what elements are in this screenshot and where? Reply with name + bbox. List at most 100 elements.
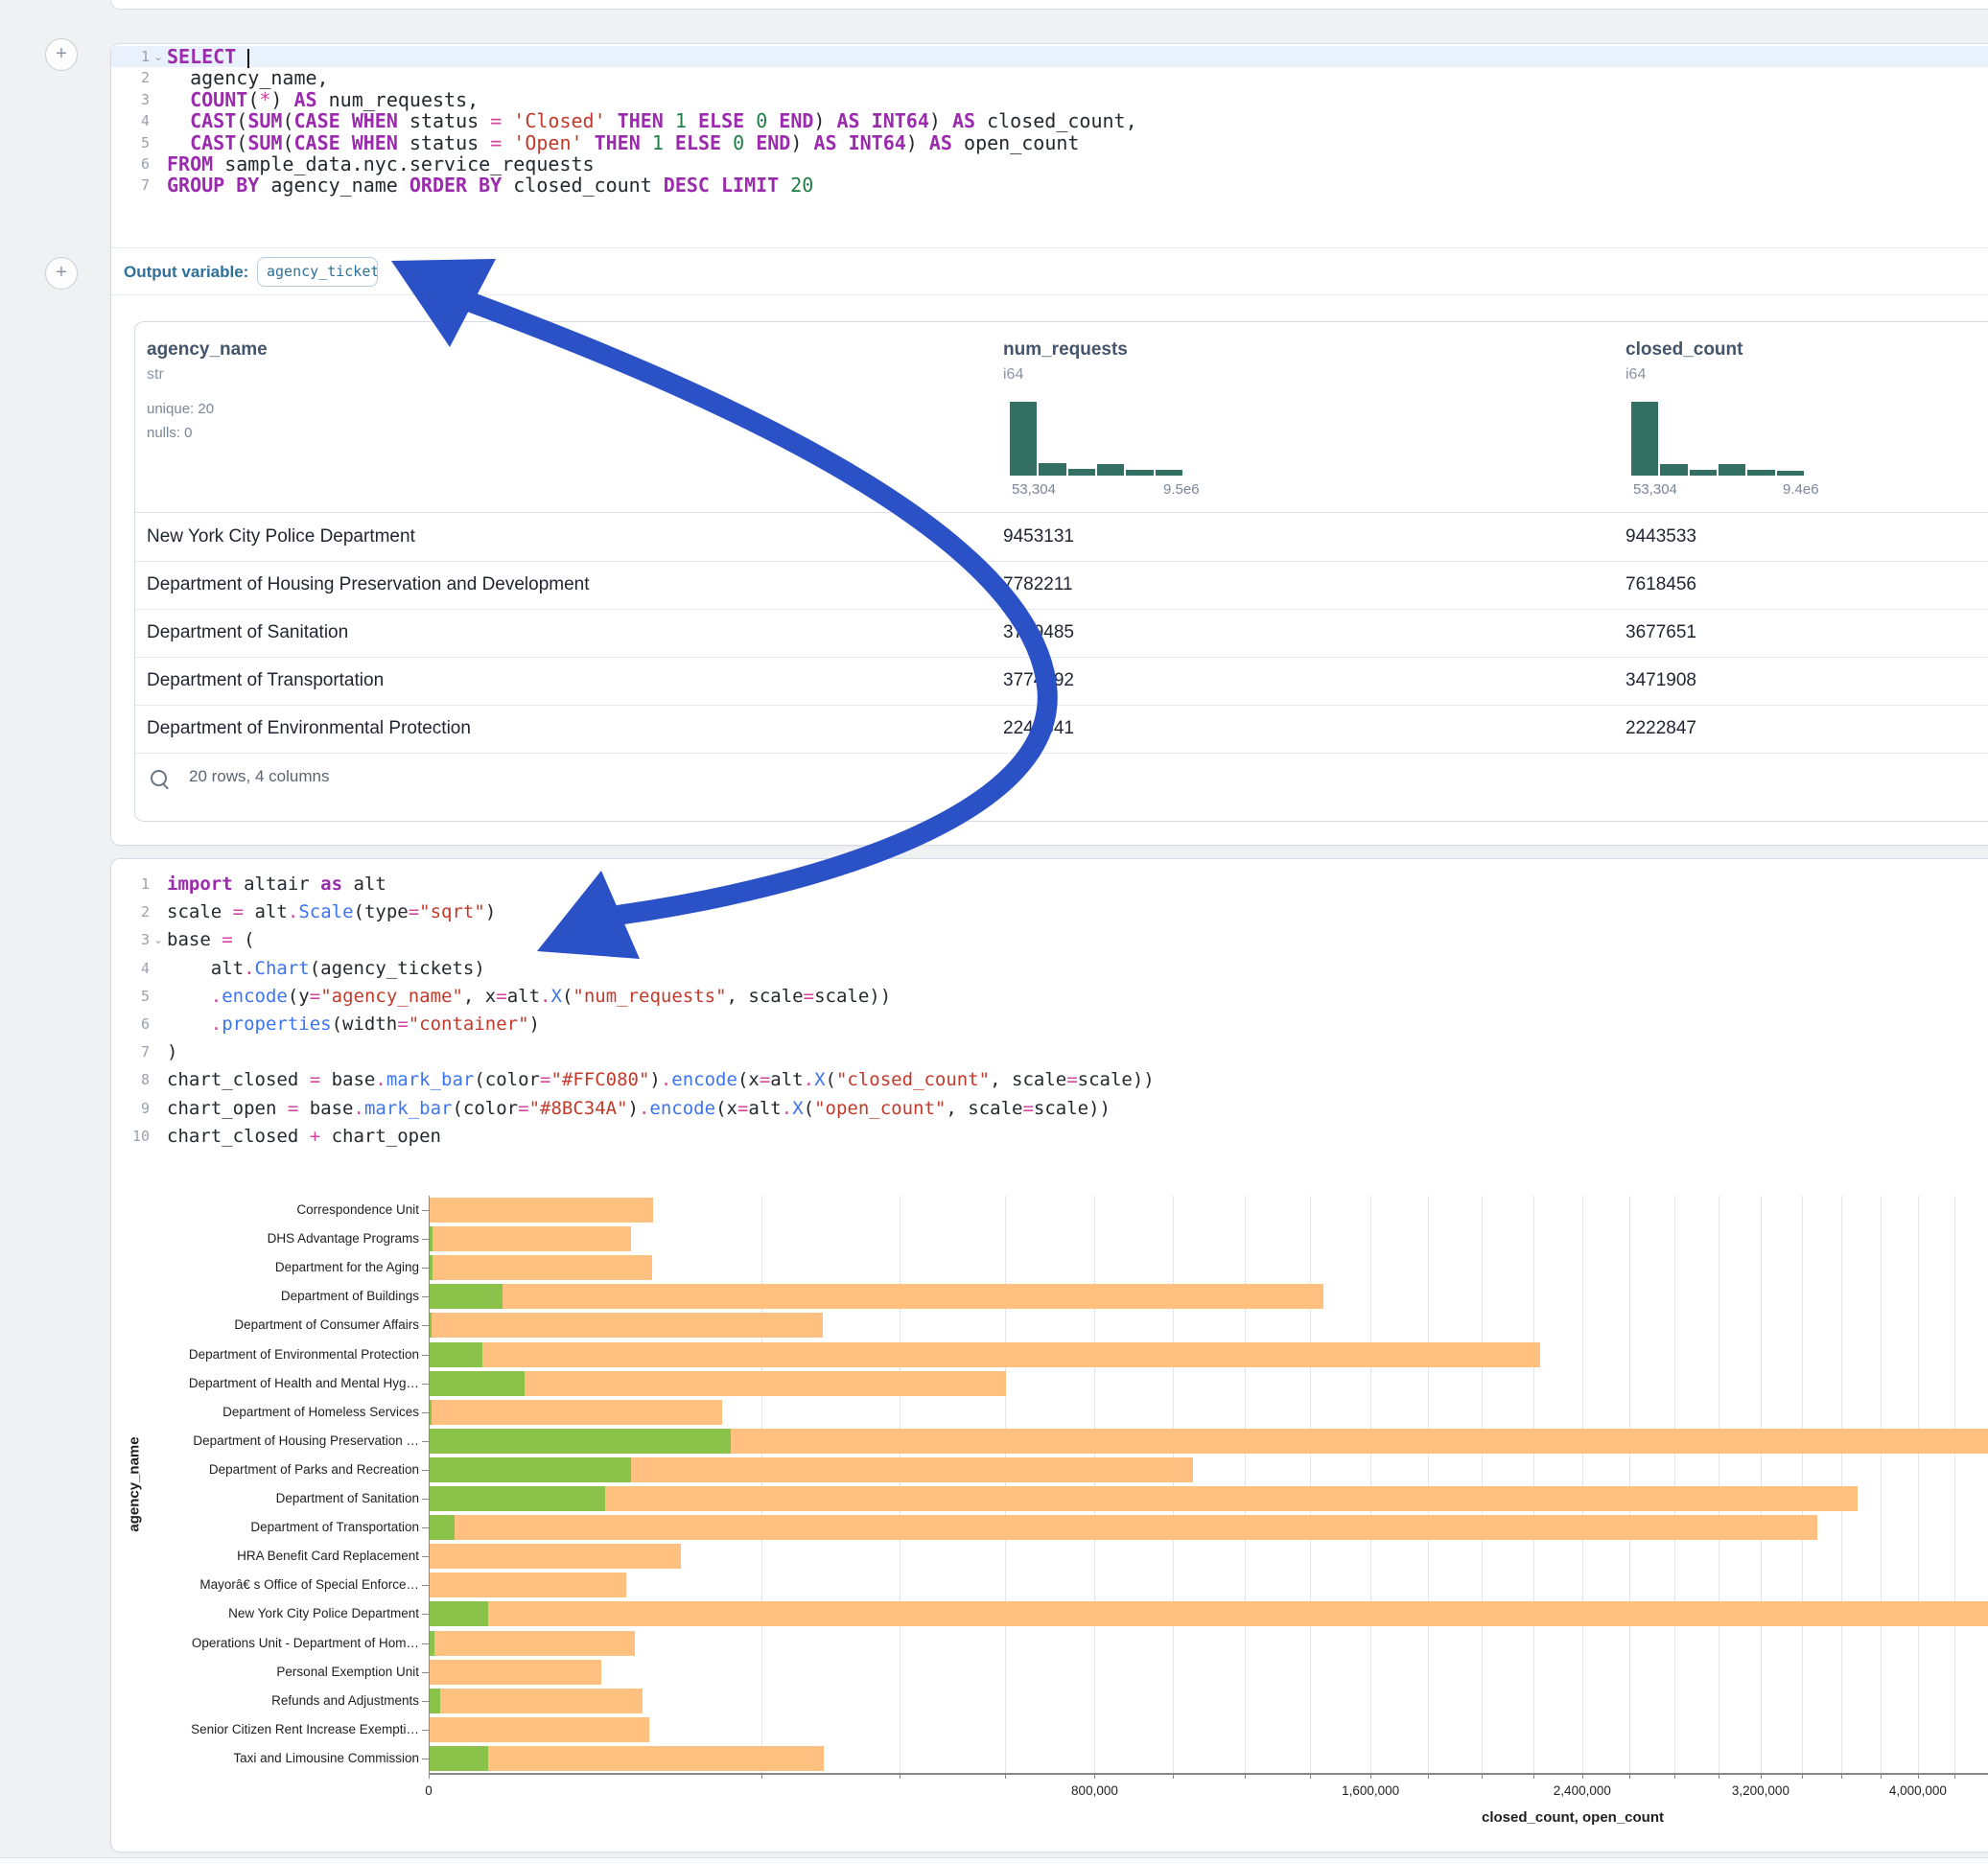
code-text: SELECT bbox=[167, 46, 250, 68]
axis-tick bbox=[1917, 1773, 1919, 1779]
gridline bbox=[1244, 1196, 1246, 1773]
bar-open-count bbox=[430, 1601, 488, 1627]
table-cell: 9453131 bbox=[1003, 526, 1074, 547]
y-axis-tick bbox=[422, 1239, 429, 1241]
bar-open-count bbox=[430, 1688, 440, 1713]
code-line[interactable]: 6 .properties(width="container") bbox=[111, 1011, 1988, 1038]
bar-closed-count bbox=[430, 1630, 636, 1656]
y-tick-label: New York City Police Department bbox=[228, 1606, 419, 1621]
python-code-editor[interactable]: 1 import altair as alt 2 scale = alt.Scale(… bbox=[111, 871, 1988, 1158]
histogram-max-label: 9.4e6 bbox=[1783, 481, 1819, 498]
bar-open-count bbox=[430, 1284, 503, 1310]
bar-closed-count bbox=[430, 1284, 1323, 1310]
x-axis-title: closed_count, open_count bbox=[1481, 1809, 1665, 1826]
bar-open-count bbox=[430, 1428, 732, 1454]
table-row-count: 20 rows, 4 columns bbox=[189, 767, 330, 785]
code-line[interactable]: 10 chart_closed + chart_open bbox=[111, 1123, 1988, 1151]
y-axis-tick bbox=[422, 1325, 429, 1327]
gridline bbox=[1094, 1196, 1096, 1773]
code-line[interactable]: 5 CAST(SUM(CASE WHEN status = 'Open' THE… bbox=[111, 131, 1988, 153]
bar-open-count bbox=[430, 1745, 488, 1771]
line-number: 7 bbox=[140, 176, 150, 195]
table-cell: New York City Police Department bbox=[147, 526, 415, 547]
code-line[interactable]: 3 ⌄ base = ( bbox=[111, 926, 1988, 954]
code-line[interactable]: 2 scale = alt.Scale(type="sqrt") bbox=[111, 898, 1988, 926]
code-text: import altair as alt bbox=[167, 874, 386, 895]
y-tick-label: DHS Advantage Programs bbox=[267, 1231, 419, 1247]
code-line[interactable]: 9 chart_open = base.mark_bar(color="#8BC3… bbox=[111, 1095, 1988, 1123]
output-variable-badge[interactable]: agency_tickets bbox=[257, 257, 378, 287]
y-tick-label: HRA Benefit Card Replacement bbox=[237, 1549, 419, 1564]
table-row: Department of Transportation 3774892 34719… bbox=[135, 657, 1988, 706]
code-line[interactable]: 2 agency_name, bbox=[111, 67, 1988, 88]
gridline bbox=[1628, 1196, 1630, 1773]
code-line[interactable]: 4 CAST(SUM(CASE WHEN status = 'Closed' T… bbox=[111, 110, 1988, 131]
column-type-agency-name: str bbox=[147, 366, 164, 383]
bar-closed-count bbox=[430, 1341, 1540, 1367]
column-header-closed-count[interactable]: closed_count bbox=[1625, 339, 1743, 360]
histogram-bin bbox=[1689, 469, 1717, 476]
code-line[interactable]: 3 COUNT(*) AS num_requests, bbox=[111, 89, 1988, 110]
axis-tick bbox=[1244, 1773, 1246, 1779]
fold-chevron-icon[interactable]: ⌄ bbox=[153, 50, 164, 63]
axis-tick bbox=[1674, 1773, 1676, 1779]
axis-tick bbox=[1173, 1773, 1175, 1779]
histogram-bin bbox=[1718, 464, 1746, 476]
bar-open-count bbox=[430, 1370, 526, 1396]
code-line[interactable]: 7 GROUP BY agency_name ORDER BY closed_co… bbox=[111, 175, 1988, 196]
code-line[interactable]: 8 chart_closed = base.mark_bar(color="#FF… bbox=[111, 1066, 1988, 1094]
bar-closed-count bbox=[430, 1370, 1007, 1396]
table-cell: Department of Environmental Protection bbox=[147, 718, 471, 738]
histogram-bin bbox=[1126, 469, 1154, 476]
line-number: 5 bbox=[140, 987, 150, 1005]
column-header-num-requests[interactable]: num_requests bbox=[1003, 339, 1128, 360]
gridline bbox=[1173, 1196, 1175, 1773]
bar-closed-count bbox=[430, 1486, 1858, 1511]
x-tick-label: 3,200,000 bbox=[1731, 1783, 1789, 1798]
line-number: 8 bbox=[140, 1071, 150, 1089]
bar-open-count bbox=[430, 1341, 482, 1367]
column-meta-unique: unique: 20 bbox=[147, 401, 215, 417]
histogram-bin bbox=[1631, 402, 1659, 476]
gridline bbox=[1309, 1196, 1311, 1773]
bar-closed-count bbox=[430, 1544, 682, 1570]
histogram-bin bbox=[1010, 402, 1038, 476]
bar-closed-count bbox=[430, 1313, 824, 1339]
output-variable-label: Output variable: bbox=[124, 263, 249, 281]
y-tick-label: Refunds and Adjustments bbox=[271, 1692, 419, 1708]
code-line[interactable]: 1 ⌄ SELECT bbox=[111, 46, 1988, 68]
code-text: chart_closed + chart_open bbox=[167, 1125, 442, 1147]
line-number: 4 bbox=[140, 959, 150, 977]
y-tick-label: Department for the Aging bbox=[274, 1260, 419, 1275]
line-number: 7 bbox=[140, 1043, 150, 1061]
table-cell: 7618456 bbox=[1625, 574, 1696, 594]
code-line[interactable]: 6 FROM sample_data.nyc.service_requests bbox=[111, 153, 1988, 175]
y-tick-label: Correspondence Unit bbox=[296, 1202, 419, 1218]
add-cell-button-top[interactable]: + bbox=[45, 38, 78, 71]
code-line[interactable]: 7) bbox=[111, 1038, 1988, 1066]
y-axis-tick bbox=[422, 1296, 429, 1298]
histogram-bin bbox=[1660, 464, 1688, 476]
y-axis-tick bbox=[422, 1585, 429, 1587]
x-tick-label: 4,000,000 bbox=[1888, 1783, 1947, 1798]
code-line[interactable]: 5 .encode(y="agency_name", x=alt.X("num_… bbox=[111, 983, 1988, 1011]
code-text: CAST(SUM(CASE WHEN status = 'Closed' THE… bbox=[190, 109, 1137, 133]
x-tick-label: 2,400,000 bbox=[1553, 1783, 1611, 1798]
gridline bbox=[1482, 1196, 1484, 1773]
table-cell: Department of Sanitation bbox=[147, 622, 349, 642]
code-text: chart_closed = base.mark_bar(color="#FFC… bbox=[167, 1069, 1155, 1091]
search-icon[interactable] bbox=[151, 770, 167, 786]
gridline bbox=[1841, 1196, 1843, 1773]
fold-chevron-icon[interactable]: ⌄ bbox=[153, 933, 164, 947]
code-line[interactable]: 4 alt.Chart(agency_tickets) bbox=[111, 955, 1988, 983]
column-type-closed-count: i64 bbox=[1625, 366, 1647, 383]
code-text: agency_name, bbox=[167, 66, 329, 90]
table-cell: 2240041 bbox=[1003, 718, 1074, 738]
column-header-agency-name[interactable]: agency_name bbox=[147, 339, 268, 360]
line-number: 5 bbox=[140, 133, 150, 151]
line-number: 3 bbox=[140, 931, 150, 949]
line-number: 6 bbox=[140, 1015, 150, 1033]
add-cell-button-output[interactable]: + bbox=[45, 257, 78, 290]
code-line[interactable]: 1 import altair as alt bbox=[111, 871, 1988, 898]
sql-code-editor[interactable]: 1 ⌄ SELECT 2 agency_name, 3 COUNT(*) AS num… bbox=[111, 46, 1988, 286]
